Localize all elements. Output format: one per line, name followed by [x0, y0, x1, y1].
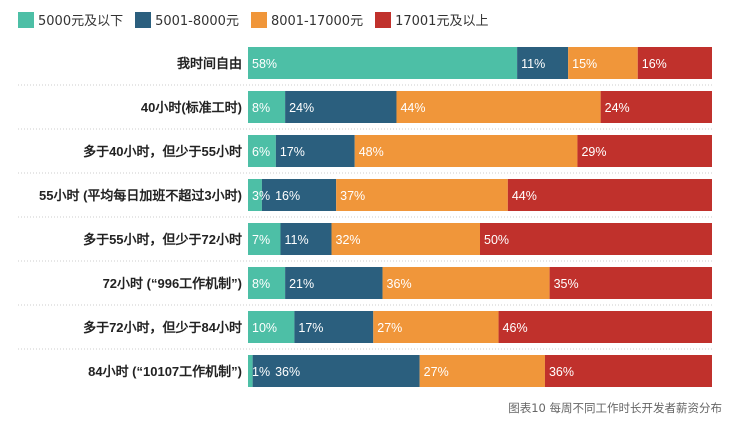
- category-label: 40小时(标准工时): [141, 100, 242, 115]
- data-label: 36%: [549, 365, 574, 379]
- bar-segment: [275, 135, 355, 167]
- data-label: 29%: [581, 145, 606, 159]
- data-label: 37%: [340, 189, 365, 203]
- legend-label: 5001-8000元: [155, 14, 239, 29]
- bar-segment: [577, 135, 712, 167]
- data-label: 8%: [252, 101, 270, 115]
- data-label: 24%: [605, 101, 630, 115]
- data-label: 8%: [252, 277, 270, 291]
- legend-label: 17001元及以上: [395, 14, 489, 29]
- legend-label: 8001-17000元: [270, 14, 364, 29]
- bar-segment: [248, 355, 253, 387]
- bar-segment: [382, 267, 550, 299]
- data-label: 36%: [387, 277, 412, 291]
- category-label: 多于40小时，但少于55小时: [83, 144, 242, 159]
- legend-swatch: [18, 11, 34, 28]
- data-label: 15%: [572, 57, 597, 71]
- legend-swatch: [250, 11, 267, 28]
- data-label: 35%: [554, 277, 579, 291]
- legend-item: 5000元及以下: [18, 10, 123, 29]
- data-label: 58%: [252, 57, 277, 71]
- bar-segment: [396, 91, 601, 123]
- bar-segment: [354, 135, 578, 167]
- legend-swatch: [375, 11, 392, 28]
- bar-segment: [248, 311, 295, 343]
- bar-segment: [294, 311, 374, 343]
- legend-item: 8001-17000元: [250, 10, 364, 29]
- bar-segment: [280, 223, 332, 255]
- bar-segment: [507, 179, 712, 211]
- data-label: 32%: [336, 233, 361, 247]
- data-label: 27%: [424, 365, 449, 379]
- data-label: 1%: [252, 365, 270, 379]
- bar-segment: [331, 223, 480, 255]
- legend-swatch: [135, 11, 152, 28]
- bar-segment: [252, 355, 420, 387]
- data-label: 46%: [503, 321, 528, 335]
- bar-segment: [285, 91, 397, 123]
- bar-segment: [419, 355, 545, 387]
- data-label: 16%: [275, 189, 300, 203]
- data-label: 10%: [252, 321, 277, 335]
- bar-segment: [373, 311, 499, 343]
- bar-segment: [480, 223, 712, 255]
- data-label: 3%: [252, 189, 270, 203]
- category-label: 我时间自由: [177, 56, 242, 71]
- category-label: 84小时 (“10107工作机制”): [88, 364, 242, 379]
- data-label: 6%: [252, 145, 270, 159]
- bar-segment: [248, 267, 286, 299]
- category-label: 72小时 (“996工作机制”): [103, 276, 242, 291]
- bar-segment: [336, 179, 508, 211]
- category-label: 55小时 (平均每日加班不超过3小时): [39, 188, 242, 203]
- data-label: 24%: [289, 101, 314, 115]
- category-label: 多于72小时，但少于84小时: [83, 320, 242, 335]
- bar-segment: [544, 355, 712, 387]
- data-label: 16%: [642, 57, 667, 71]
- bar-segment: [285, 267, 383, 299]
- data-label: 17%: [298, 321, 323, 335]
- data-label: 7%: [252, 233, 270, 247]
- bar-segment: [600, 91, 712, 123]
- bar-segment: [261, 179, 337, 211]
- bar-segment: [248, 135, 276, 167]
- bar-segment: [568, 47, 638, 79]
- bar-segment: [498, 311, 712, 343]
- bar-segment: [248, 179, 262, 211]
- data-label: 44%: [512, 189, 537, 203]
- bar-segment: [248, 91, 286, 123]
- data-label: 11%: [284, 233, 308, 247]
- category-label: 多于55小时，但少于72小时: [83, 232, 242, 247]
- chart-caption: 图表10 每周不同工作时长开发者薪资分布: [508, 401, 722, 415]
- legend: 5000元及以下 5001-8000元 8001-17000元 17001元及以上: [18, 10, 488, 29]
- data-label: 27%: [377, 321, 402, 335]
- data-label: 11%: [521, 57, 545, 71]
- legend-item: 17001元及以上: [375, 10, 488, 29]
- bar-segment: [517, 47, 569, 79]
- data-label: 48%: [359, 145, 384, 159]
- data-label: 17%: [280, 145, 305, 159]
- bar-segment: [248, 223, 281, 255]
- data-label: 50%: [484, 233, 509, 247]
- bar-segment: [549, 267, 712, 299]
- data-label: 36%: [275, 365, 300, 379]
- legend-item: 5001-8000元: [135, 10, 239, 29]
- data-label: 44%: [400, 101, 425, 115]
- data-label: 21%: [289, 277, 314, 291]
- bar-segment: [248, 47, 518, 79]
- legend-label: 5000元及以下: [38, 14, 124, 29]
- bar-segment: [637, 47, 712, 79]
